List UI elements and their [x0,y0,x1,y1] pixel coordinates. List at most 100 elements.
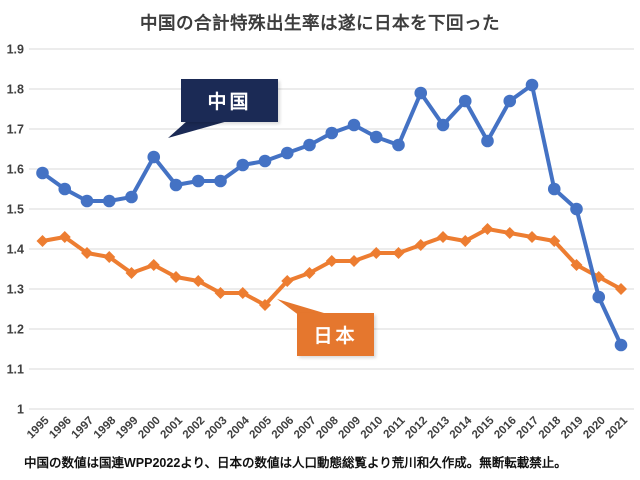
japan-marker [103,251,116,263]
japan-marker [58,231,71,243]
x-axis-tick-label: 2000 [136,415,163,442]
x-axis-tick-label: 2013 [426,415,453,442]
x-axis-tick-label: 2021 [604,414,631,441]
china-marker [503,94,517,108]
x-axis-tick-label: 2012 [403,415,430,442]
x-axis-tick-label: 2010 [359,415,386,442]
japan-marker [414,239,427,251]
japan-marker [36,235,49,247]
japan-marker [570,259,583,271]
china-marker [36,166,49,180]
y-axis-tick-label: 1.6 [7,163,24,177]
china-marker [102,194,116,208]
y-axis-tick-label: 1.9 [7,43,24,57]
japan-marker [170,271,182,283]
y-axis-tick-label: 1.7 [7,123,24,137]
japan-marker [125,267,138,279]
y-axis-tick-labels: 1.9 1.8 1.7 1.6 1.5 1.4 1.3 1.2 1.1 1 [7,43,24,417]
x-axis-tick-label: 2017 [515,415,542,442]
china-marker [369,130,383,144]
japan-marker [392,247,405,259]
china-marker [258,154,272,168]
china-marker [280,146,294,160]
china-series-callout: 中国 [181,79,278,122]
japan-callout-tail [277,299,334,316]
china-marker [570,202,583,216]
japan-marker [503,227,516,239]
japan-marker [236,287,249,299]
x-axis-tick-label: 2003 [203,415,230,442]
x-axis-tick-label: 2009 [337,415,364,442]
japan-marker [526,231,538,243]
japan-marker [370,247,383,259]
x-axis-tick-label: 2019 [559,415,586,442]
source-caption: 中国の数値は国連WPP2022より、日本の数値は人口動態総覧より荒川和久作成。無… [24,456,567,470]
chart-title: 中国の合計特殊出生率は遂に日本を下回った [140,13,500,33]
x-axis-tick-label: 2005 [248,414,275,441]
x-axis-tick-label: 2020 [581,415,608,442]
japan-marker [214,287,227,299]
china-marker [125,190,138,204]
china-marker [436,118,450,132]
china-marker [325,126,339,140]
china-marker [58,182,72,196]
china-marker [592,290,606,304]
china-marker [191,174,205,188]
china-marker [614,338,628,352]
china-line [40,83,623,347]
china-marker [347,118,361,132]
china-marker [169,178,183,192]
china-marker [392,138,405,152]
x-axis-tick-label: 2014 [448,414,475,441]
japan-marker [615,283,627,295]
x-axis-tick-label: 2007 [292,415,319,442]
japan-marker [81,247,93,259]
x-axis-tick-label: 2016 [492,415,519,442]
japan-series-callout: 日本 [297,313,374,356]
y-axis-tick-label: 1.3 [7,283,24,297]
data-series [36,78,628,352]
japan-marker [303,267,316,279]
china-marker [414,86,428,100]
x-axis-tick-label: 1997 [70,415,97,442]
japan-marker [437,231,449,243]
gridlines [29,48,634,410]
china-marker [458,94,472,108]
japan-marker [459,235,472,247]
china-marker [236,158,250,172]
japan-marker [325,255,338,267]
x-axis-tick-label: 2008 [314,414,341,441]
japan-marker [348,255,360,267]
x-axis-tick-label: 1998 [92,414,119,441]
china-marker [147,150,161,164]
japan-series-label: 日本 [313,326,358,347]
china-callout-tail [168,121,228,138]
x-axis-tick-label: 2004 [225,414,252,441]
china-marker [547,182,561,196]
china-marker [214,174,227,188]
x-axis-tick-labels: 1995199619971998199920002001200220032004… [25,414,631,441]
japan-marker [281,275,294,287]
china-marker [481,134,494,148]
china-marker [80,194,94,208]
x-axis-tick-label: 2015 [470,414,497,441]
japan-marker [548,235,561,247]
japan-marker [192,275,205,287]
x-axis-tick-label: 2011 [381,414,408,441]
china-marker [525,78,539,92]
china-marker [303,138,316,152]
japan-marker [147,259,160,271]
japan-marker [481,223,494,235]
x-axis-tick-label: 1996 [47,415,74,442]
x-axis-tick-label: 2006 [270,415,297,442]
y-axis-tick-label: 1.5 [7,203,24,217]
y-axis-tick-label: 1.8 [7,83,24,97]
x-axis-tick-label: 1999 [114,415,141,442]
china-series-label: 中国 [207,92,252,113]
y-axis-tick-label: 1 [17,403,24,417]
y-axis-tick-label: 1.4 [7,243,24,257]
x-axis-tick-label: 2002 [181,415,208,442]
japan-marker [259,299,271,311]
y-axis-tick-label: 1.2 [7,323,24,337]
